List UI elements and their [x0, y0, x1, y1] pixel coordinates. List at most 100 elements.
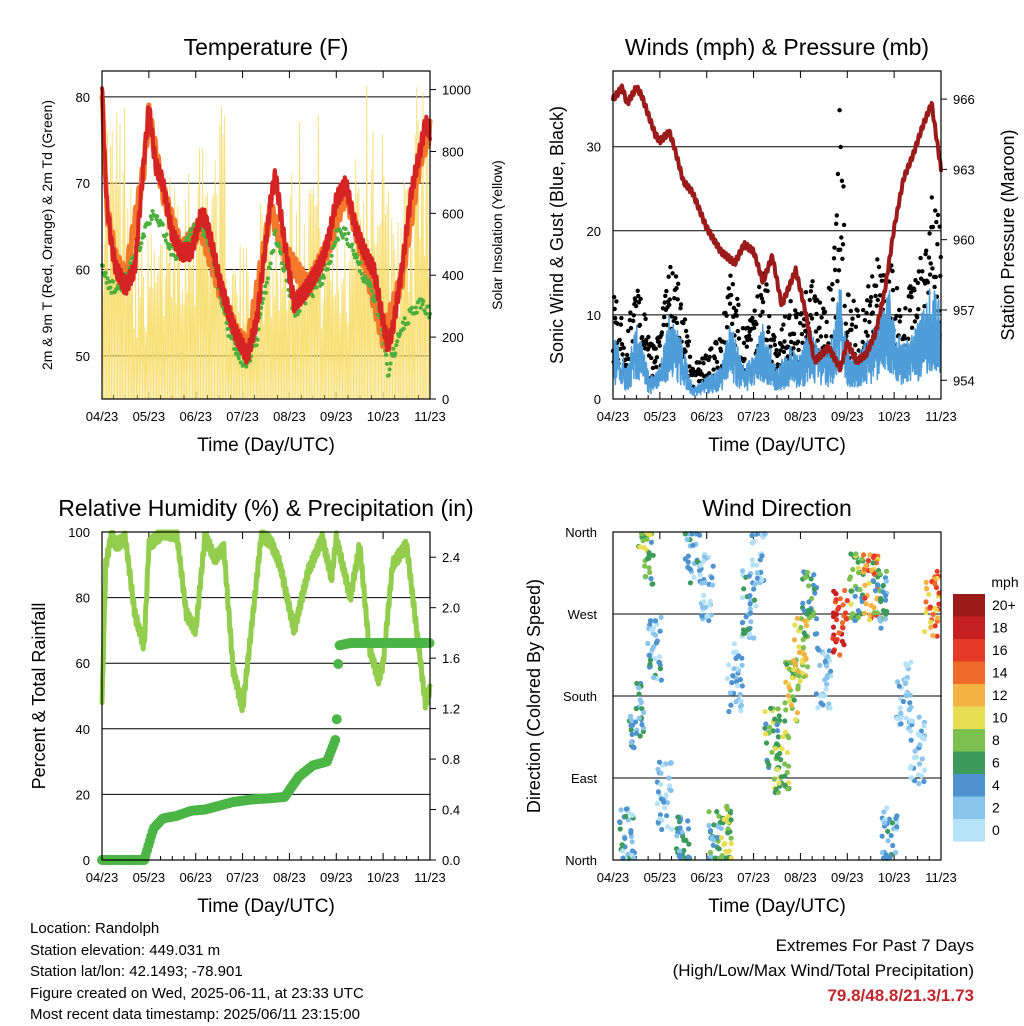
gust-point	[831, 256, 837, 261]
direction-point	[725, 830, 731, 836]
direction-point	[782, 782, 788, 788]
gust-point	[846, 292, 851, 298]
dewpoint-point	[142, 234, 147, 239]
direction-point	[636, 685, 642, 691]
direction-point	[709, 582, 716, 588]
gust-point	[935, 212, 941, 218]
direction-point	[863, 601, 869, 607]
winds-xlabel: Time (Day/UTC)	[708, 435, 846, 456]
gust-point	[907, 308, 913, 313]
direction-point	[803, 656, 809, 662]
direction-xtick-label: 08/23	[784, 870, 817, 885]
direction-point	[743, 614, 749, 620]
gust-point	[876, 264, 882, 270]
direction-point	[883, 578, 890, 584]
direction-point	[625, 851, 631, 857]
direction-point	[657, 666, 664, 672]
direction-point	[679, 829, 685, 835]
gust-point	[760, 309, 765, 314]
direction-point	[882, 616, 889, 622]
direction-point	[629, 839, 635, 845]
direction-point	[916, 781, 922, 787]
humidity-ytick-label: 0	[83, 853, 90, 868]
solar-spike	[357, 187, 361, 400]
direction-point	[656, 759, 663, 765]
gust-point	[938, 273, 943, 279]
direction-point	[685, 826, 692, 832]
direction-point	[882, 820, 888, 826]
solar-spike	[373, 244, 376, 400]
gust-point	[916, 307, 921, 312]
gust-point	[726, 286, 731, 291]
precipitation-point	[333, 659, 344, 669]
gust-point	[873, 283, 879, 288]
gust-point	[781, 322, 786, 327]
gust-point	[674, 286, 679, 291]
direction-point	[759, 577, 765, 583]
direction-point	[717, 819, 724, 825]
direction-point	[855, 570, 862, 576]
gust-point	[724, 313, 729, 318]
gust-point	[879, 278, 884, 283]
direction-point	[646, 565, 652, 571]
direction-point	[746, 573, 752, 579]
gust-point	[926, 255, 932, 260]
solar-spike	[142, 277, 145, 400]
gust-point	[755, 294, 760, 299]
solar-spike	[143, 326, 147, 400]
gust-point	[909, 294, 914, 300]
direction-point	[803, 623, 810, 629]
direction-point	[871, 553, 877, 559]
gust-point	[736, 336, 742, 341]
temperature-y2tick-label: 0	[442, 392, 449, 407]
direction-point	[824, 673, 830, 679]
solar-spike	[307, 194, 311, 400]
direction-point	[749, 557, 755, 563]
direction-point	[791, 637, 798, 643]
direction-point	[649, 627, 655, 633]
direction-point	[806, 599, 812, 605]
gust-point	[650, 365, 656, 371]
humidity-xtick-label: 05/23	[133, 870, 166, 885]
direction-point	[639, 721, 645, 728]
gust-point	[618, 322, 624, 327]
gust-point	[856, 313, 861, 319]
direction-point	[848, 551, 854, 557]
direction-point	[853, 551, 859, 557]
direction-point	[701, 599, 707, 605]
direction-point	[866, 580, 872, 587]
gust-point	[766, 325, 771, 330]
direction-point	[888, 832, 894, 839]
direction-point	[788, 702, 794, 708]
gust-point	[742, 356, 747, 362]
solar-spike	[318, 228, 322, 400]
dewpoint-point	[354, 255, 359, 260]
direction-point	[675, 814, 682, 820]
solar-spike	[212, 194, 215, 400]
direction-point	[770, 728, 776, 734]
direction-point	[839, 620, 846, 626]
solar-spike	[228, 331, 231, 400]
direction-point	[848, 614, 854, 621]
extremes-box: Extremes For Past 7 Days (High/Low/Max W…	[673, 933, 974, 1008]
direction-xtick-label: 06/23	[690, 870, 723, 885]
gust-point	[829, 334, 834, 339]
direction-point	[706, 617, 712, 624]
gust-point	[894, 313, 899, 319]
temperature-xlabel: Time (Day/UTC)	[197, 435, 335, 456]
solar-spike	[176, 205, 179, 400]
direction-point	[718, 835, 725, 841]
gust-point	[678, 306, 683, 311]
direction-point	[757, 557, 763, 563]
direction-point	[922, 629, 928, 635]
solar-spike	[268, 255, 272, 400]
gust-point	[839, 235, 844, 240]
direction-point	[883, 568, 890, 574]
gust-point	[718, 348, 724, 354]
direction-point	[774, 741, 780, 747]
solar-spike	[215, 193, 219, 400]
direction-point	[923, 585, 930, 591]
direction-point	[749, 532, 755, 539]
solar-spike	[343, 244, 347, 400]
gust-point	[868, 295, 874, 300]
